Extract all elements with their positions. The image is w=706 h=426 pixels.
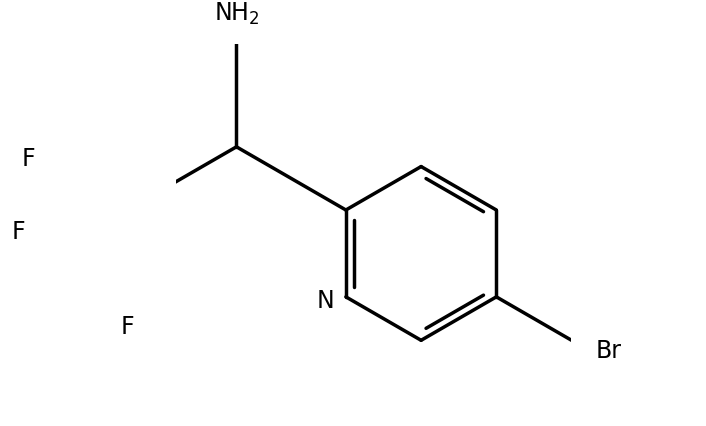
Text: Br: Br [595,339,621,363]
Text: NH$_2$: NH$_2$ [214,0,259,26]
Text: F: F [22,147,35,171]
Text: F: F [12,220,25,244]
Text: F: F [120,315,134,339]
Text: N: N [316,289,334,313]
